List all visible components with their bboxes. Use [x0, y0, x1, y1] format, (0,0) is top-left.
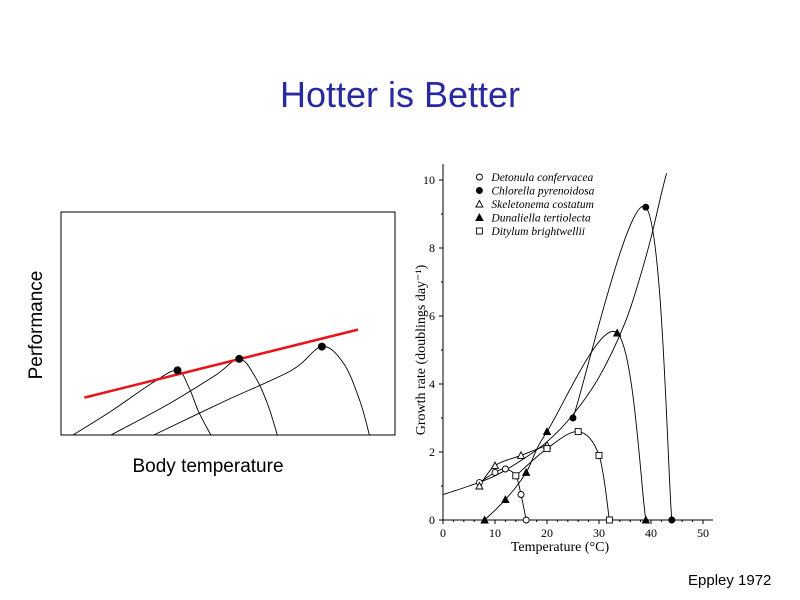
- growth-data-points: [475, 203, 676, 524]
- growth-x-tick-label-0: 0: [440, 526, 446, 540]
- growth-y-tick-label-4: 4: [429, 377, 435, 391]
- growth-x-tick-label-40: 40: [645, 526, 657, 540]
- performance-plot-frame: [60, 211, 396, 436]
- growth-curve-skeletonema-costatum: [479, 444, 548, 487]
- growth-point-chlorella-pyrenoidosa: [668, 516, 676, 524]
- growth-x-axis-label: Temperature (°C): [511, 540, 610, 555]
- legend-marker-dunaliella-tertiolecta: [475, 213, 484, 221]
- performance-y-axis-label: Performance: [26, 271, 47, 380]
- growth-x-tick-label-30: 30: [593, 526, 605, 540]
- legend-marker-chlorella-pyrenoidosa: [475, 187, 483, 194]
- legend-label-detonula-confervacea: Detonula confervacea: [490, 172, 593, 184]
- growth-curve-chlorella-pyrenoidosa: [572, 205, 673, 521]
- legend-label-dunaliella-tertiolecta: Dunaliella tertiolecta: [490, 213, 591, 225]
- growth-x-tick-label-50: 50: [697, 526, 709, 540]
- growth-envelope-line: [442, 173, 668, 495]
- growth-y-axis-label: Growth rate (doublings day⁻¹): [414, 264, 429, 435]
- slide-title: Hotter is Better: [279, 74, 521, 115]
- legend-marker-detonula-confervacea: [475, 173, 483, 181]
- growth-point-ditylum-brightwellii: [543, 445, 551, 453]
- performance-trend-line: [84, 328, 359, 399]
- growth-point-ditylum-brightwellii: [595, 451, 603, 459]
- growth-point-detonula-confervacea: [522, 516, 530, 524]
- growth-point-ditylum-brightwellii: [512, 472, 520, 480]
- performance-optimum-point-1: [173, 366, 182, 375]
- legend-label-skeletonema-costatum: Skeletonema costatum: [491, 199, 594, 211]
- growth-species-curves: [479, 205, 673, 521]
- performance-optimum-point-3: [317, 342, 326, 351]
- performance-chart: Body temperature Performance: [26, 211, 396, 477]
- performance-curve-3: [153, 346, 370, 436]
- growth-y-tick-label-8: 8: [429, 241, 435, 255]
- growth-point-dunaliella-tertiolecta: [521, 467, 531, 476]
- legend-label-ditylum-brightwellii: Ditylum brightwellii: [490, 226, 585, 238]
- growth-y-tick-label-0: 0: [429, 513, 435, 527]
- growth-point-detonula-confervacea: [491, 468, 499, 476]
- legend-marker-ditylum-brightwellii: [475, 227, 483, 235]
- growth-envelope-curve: [442, 173, 668, 495]
- growth-y-tick-label-10: 10: [423, 173, 435, 187]
- performance-x-axis-label: Body temperature: [132, 456, 283, 477]
- growth-point-dunaliella-tertiolecta: [542, 427, 552, 436]
- growth-point-dunaliella-tertiolecta: [480, 515, 489, 524]
- growth-point-dunaliella-tertiolecta: [501, 495, 510, 504]
- growth-point-detonula-confervacea: [501, 465, 509, 473]
- performance-curves: [72, 346, 370, 436]
- legend-label-chlorella-pyrenoidosa: Chlorella pyrenoidosa: [491, 186, 594, 198]
- performance-trend: [84, 328, 359, 399]
- growth-y-tick-label-2: 2: [429, 445, 435, 459]
- source-credit: Eppley 1972: [688, 572, 772, 589]
- growth-x-tick-label-10: 10: [489, 526, 501, 540]
- growth-point-chlorella-pyrenoidosa: [642, 203, 650, 211]
- growth-point-detonula-confervacea: [517, 491, 525, 498]
- performance-optima: [173, 342, 326, 375]
- growth-point-chlorella-pyrenoidosa: [569, 414, 577, 422]
- growth-point-ditylum-brightwellii: [605, 516, 613, 524]
- growth-point-skeletonema-costatum: [490, 461, 500, 470]
- performance-curve-1: [72, 369, 212, 436]
- growth-y-tick-label-6: 6: [429, 309, 435, 323]
- growth-point-skeletonema-costatum: [516, 450, 526, 459]
- growth-point-skeletonema-costatum: [475, 481, 484, 490]
- growth-point-dunaliella-tertiolecta: [641, 515, 651, 524]
- legend-marker-skeletonema-costatum: [475, 199, 484, 208]
- performance-optimum-point-2: [235, 354, 244, 363]
- growth-point-ditylum-brightwellii: [574, 428, 582, 436]
- growth-x-tick-label-20: 20: [541, 526, 553, 540]
- growth-curve-dunaliella-tertiolecta: [484, 330, 647, 521]
- growth-rate-chart: 0 10 20 30 40 50 0 2 4 6 8 10 Detonula confervacea C…: [414, 164, 713, 555]
- growth-legend: Detonula confervacea Chlorella pyrenoidos…: [475, 172, 595, 238]
- growth-point-dunaliella-tertiolecta: [612, 328, 622, 337]
